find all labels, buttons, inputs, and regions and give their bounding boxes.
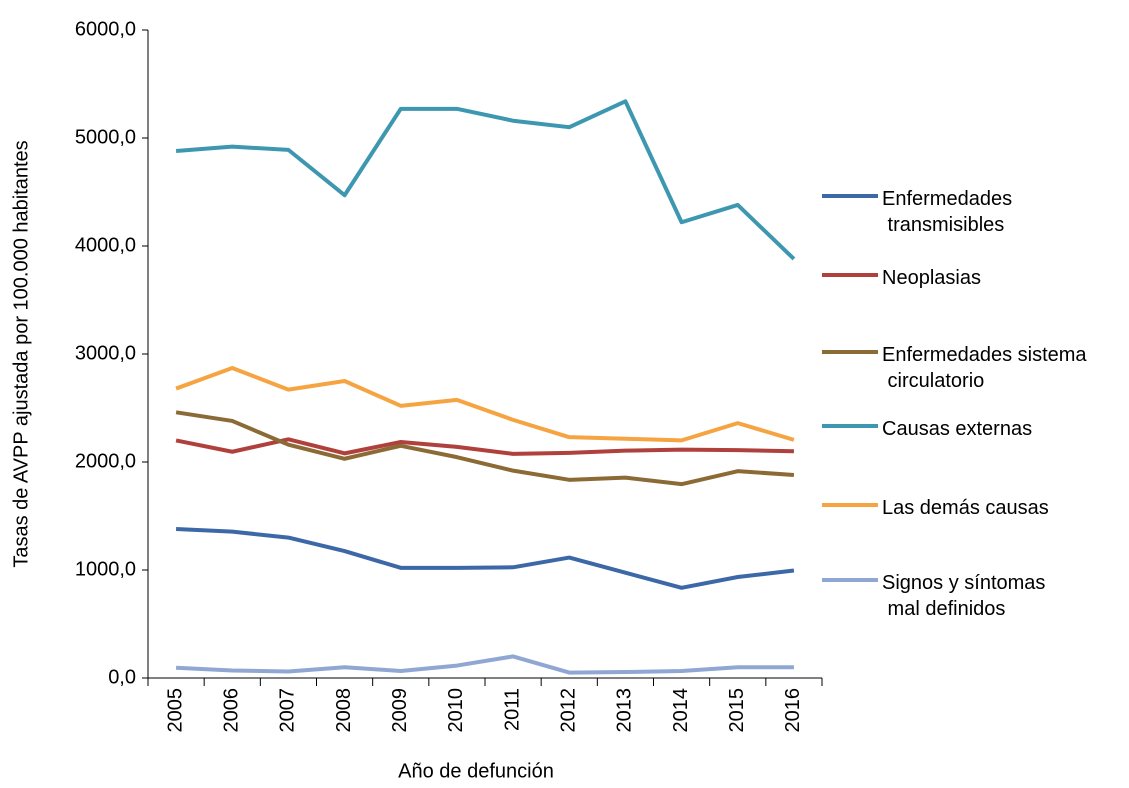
x-tick-label: 2006 [221,688,243,733]
legend-label: Las demás causas [882,497,1049,519]
series-line [175,526,795,590]
series-line [175,654,794,675]
series-line [175,366,795,443]
legend-label: Enfermedades transmisibles [882,188,1012,236]
y-tick-label: 3000,0 [75,342,136,364]
y-axis-label: Tasas de AVPP ajustada por 100.000 habit… [10,140,32,567]
x-tick-label: 2015 [726,688,748,733]
legend-label: Neoplasias [882,267,981,289]
legend-label: Causas externas [882,418,1032,440]
y-tick-label: 5000,0 [75,126,136,148]
x-tick-label: 2007 [277,688,299,733]
series-line [175,437,794,456]
x-tick-label: 2011 [501,688,523,731]
x-tick-label: 2014 [670,688,692,733]
x-tick-label: 2010 [445,688,467,733]
x-tick-label: 2012 [558,688,580,733]
y-tick-label: 4000,0 [75,234,136,256]
x-tick-label: 2005 [164,688,186,733]
x-tick-label: 2013 [614,688,636,733]
series-line [175,99,796,261]
legend-label: Enfermedades sistema circulatorio [882,344,1087,392]
y-tick-label: 1000,0 [75,558,136,580]
x-axis-label: Año de defunción [398,760,554,782]
y-tick-label: 0,0 [108,666,136,688]
x-tick-label: 2016 [782,688,804,733]
legend-label: Signos y síntomas mal definidos [882,572,1045,620]
x-tick-label: 2009 [389,688,411,733]
y-tick-label: 6000,0 [75,18,136,40]
y-tick-label: 2000,0 [75,450,136,472]
series-line [175,410,795,487]
x-tick-label: 2008 [333,688,355,733]
